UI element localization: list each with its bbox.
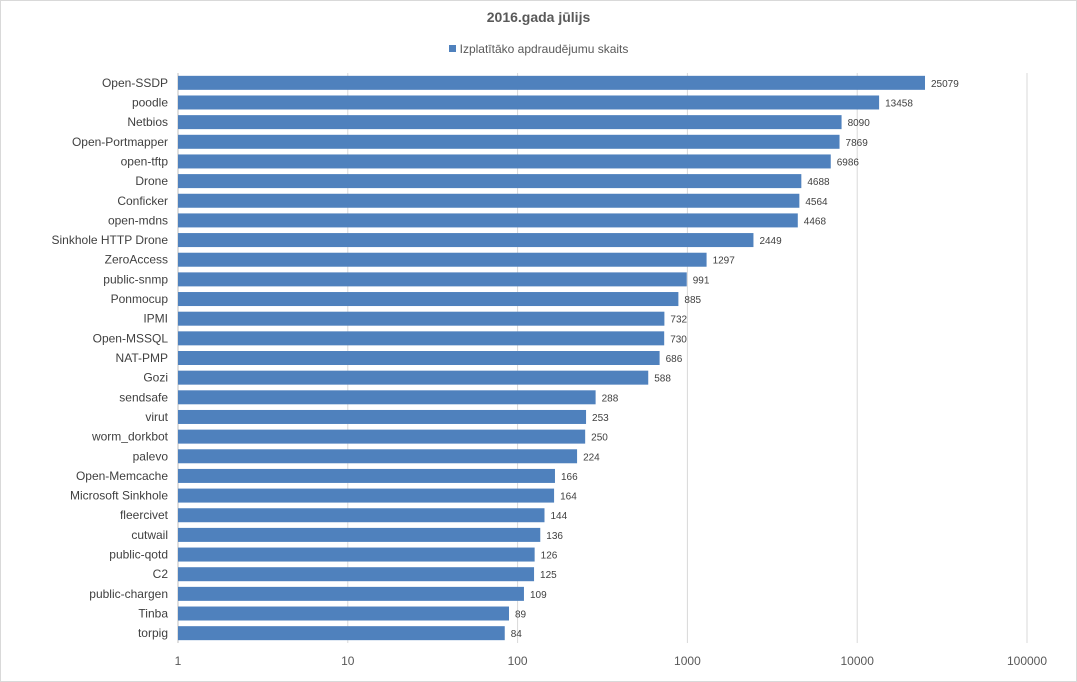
- data-label: 730: [670, 334, 687, 345]
- bar: [178, 115, 842, 130]
- data-label: 4688: [807, 177, 830, 188]
- data-label: 4468: [804, 216, 827, 227]
- data-label: 2449: [759, 236, 782, 247]
- category-label: Open-MSSQL: [93, 331, 169, 345]
- data-label: 89: [515, 610, 527, 621]
- data-label: 224: [583, 452, 600, 463]
- data-label: 250: [591, 433, 608, 444]
- bar: [178, 449, 578, 464]
- category-label: NAT-PMP: [116, 351, 168, 365]
- category-label: Ponmocup: [111, 292, 169, 306]
- bar: [178, 390, 596, 405]
- x-tick-label: 10000: [841, 654, 875, 668]
- category-label: Open-SSDP: [102, 76, 168, 90]
- category-label: palevo: [133, 449, 169, 463]
- category-label: Tinba: [138, 607, 168, 621]
- data-label: 1297: [713, 256, 736, 267]
- category-label: Gozi: [143, 371, 168, 385]
- data-label: 4564: [805, 197, 828, 208]
- category-label: Netbios: [127, 115, 168, 129]
- bar: [178, 586, 524, 601]
- data-label: 7869: [846, 138, 869, 149]
- x-tick-label: 10: [341, 654, 355, 668]
- category-label: virut: [145, 410, 168, 424]
- bar: [178, 193, 800, 208]
- bar: [178, 370, 649, 385]
- category-label: Sinkhole HTTP Drone: [52, 233, 169, 247]
- legend-label: Izplatītāko apdraudējumu skaits: [459, 42, 629, 56]
- data-label: 109: [530, 590, 547, 601]
- chart-title: 2016.gada jūlijs: [486, 9, 591, 25]
- category-label: poodle: [132, 95, 168, 109]
- bar: [178, 409, 587, 424]
- category-label: fleercivet: [120, 508, 169, 522]
- data-label: 253: [592, 413, 609, 424]
- data-label: 164: [560, 492, 577, 503]
- data-label: 885: [684, 295, 701, 306]
- x-tick-label: 100000: [1007, 654, 1047, 668]
- bar: [178, 351, 660, 365]
- bar: [178, 292, 679, 307]
- bar: [178, 606, 510, 621]
- category-label: Open-Memcache: [76, 469, 168, 483]
- data-label: 136: [546, 531, 563, 542]
- x-tick-label: 1: [175, 654, 182, 668]
- data-label: 166: [561, 472, 578, 483]
- category-label: public-snmp: [103, 272, 168, 286]
- category-label: public-chargen: [89, 587, 168, 601]
- legend-swatch: [448, 45, 456, 52]
- x-tick-label: 100: [508, 654, 528, 668]
- bar: [178, 95, 880, 110]
- bar: [178, 508, 545, 523]
- category-label: IPMI: [143, 312, 168, 326]
- bar: [178, 547, 535, 562]
- category-label: public-qotd: [109, 548, 168, 562]
- category-label: C2: [153, 567, 169, 581]
- data-label: 991: [693, 275, 710, 286]
- category-label: Conficker: [117, 194, 168, 208]
- data-label: 125: [540, 570, 557, 581]
- category-label: torpig: [138, 626, 168, 640]
- bar: [178, 75, 926, 90]
- bar: [178, 233, 754, 248]
- bar: [178, 626, 505, 641]
- bar: [178, 174, 802, 189]
- bar: [178, 527, 541, 542]
- data-label: 588: [654, 374, 671, 385]
- bar: [178, 468, 555, 483]
- category-label: Drone: [135, 174, 168, 188]
- bar: [178, 311, 665, 326]
- data-label: 144: [550, 511, 567, 522]
- bar: [178, 567, 535, 582]
- category-label: sendsafe: [119, 390, 168, 404]
- bar: [178, 488, 555, 503]
- data-label: 686: [666, 354, 683, 365]
- data-label: 732: [670, 315, 687, 326]
- category-label: open-tftp: [121, 154, 169, 168]
- category-label: Open-Portmapper: [72, 135, 168, 149]
- category-label: cutwail: [131, 528, 168, 542]
- data-label: 126: [541, 551, 558, 562]
- bar: [178, 252, 707, 267]
- data-label: 13458: [885, 98, 913, 109]
- bar: [178, 134, 840, 149]
- data-label: 25079: [931, 79, 959, 90]
- bar: [178, 272, 687, 287]
- category-label: open-mdns: [108, 213, 168, 227]
- bar: [178, 429, 586, 444]
- category-label: ZeroAccess: [105, 253, 168, 267]
- x-tick-label: 1000: [674, 654, 701, 668]
- data-label: 8090: [848, 118, 871, 129]
- category-label: worm_dorkbot: [91, 430, 169, 444]
- bar: [178, 213, 798, 228]
- data-label: 84: [511, 629, 523, 640]
- chart-legend: Izplatītāko apdraudējumu skaits: [0, 42, 1077, 56]
- data-label: 6986: [837, 157, 860, 168]
- bar: [178, 154, 831, 169]
- category-label: Microsoft Sinkhole: [70, 489, 168, 503]
- data-label: 288: [602, 393, 619, 404]
- bar: [178, 331, 665, 346]
